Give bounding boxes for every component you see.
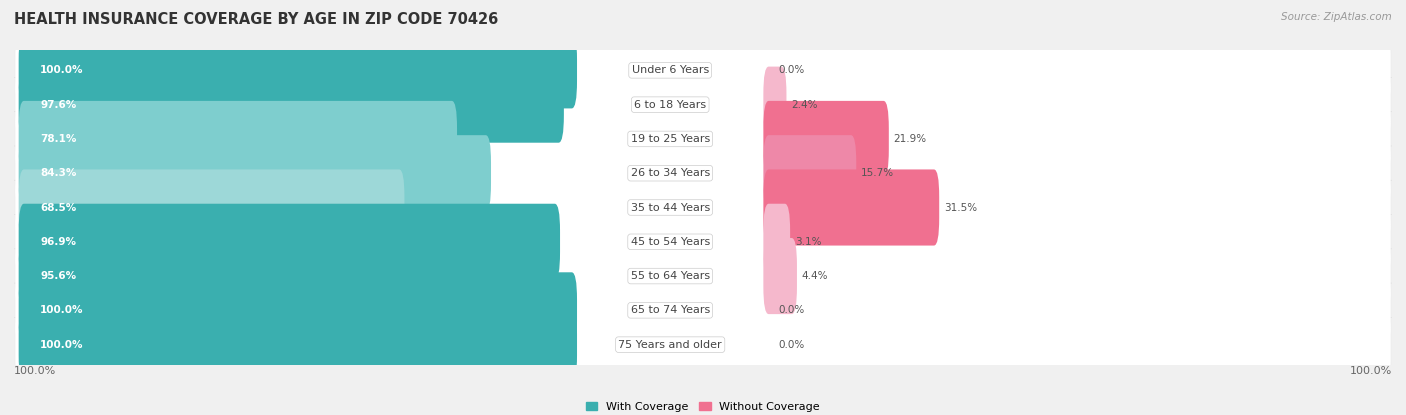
Text: 0.0%: 0.0% (779, 305, 804, 315)
FancyBboxPatch shape (15, 250, 1391, 303)
Text: 100.0%: 100.0% (14, 366, 56, 376)
FancyBboxPatch shape (13, 112, 1393, 166)
Text: 55 to 64 Years: 55 to 64 Years (631, 271, 710, 281)
Text: 3.1%: 3.1% (794, 237, 821, 247)
FancyBboxPatch shape (13, 249, 1393, 303)
FancyBboxPatch shape (13, 77, 1393, 132)
Text: 65 to 74 Years: 65 to 74 Years (630, 305, 710, 315)
Text: 96.9%: 96.9% (41, 237, 76, 247)
FancyBboxPatch shape (763, 169, 939, 246)
Text: 26 to 34 Years: 26 to 34 Years (630, 168, 710, 178)
FancyBboxPatch shape (18, 32, 576, 108)
Text: 15.7%: 15.7% (860, 168, 894, 178)
FancyBboxPatch shape (18, 135, 491, 211)
Text: 100.0%: 100.0% (1350, 366, 1392, 376)
Text: 6 to 18 Years: 6 to 18 Years (634, 100, 706, 110)
Text: 78.1%: 78.1% (41, 134, 77, 144)
FancyBboxPatch shape (18, 204, 560, 280)
FancyBboxPatch shape (18, 101, 457, 177)
Text: 45 to 54 Years: 45 to 54 Years (630, 237, 710, 247)
Text: 75 Years and older: 75 Years and older (619, 339, 723, 349)
FancyBboxPatch shape (15, 181, 1391, 234)
FancyBboxPatch shape (15, 284, 1391, 337)
FancyBboxPatch shape (13, 43, 1393, 98)
Text: 21.9%: 21.9% (893, 134, 927, 144)
FancyBboxPatch shape (763, 238, 797, 314)
Text: 97.6%: 97.6% (41, 100, 76, 110)
Text: 0.0%: 0.0% (779, 66, 804, 76)
FancyBboxPatch shape (15, 318, 1391, 371)
FancyBboxPatch shape (15, 112, 1391, 165)
FancyBboxPatch shape (18, 272, 576, 349)
Text: 2.4%: 2.4% (792, 100, 817, 110)
FancyBboxPatch shape (13, 283, 1393, 338)
Text: 4.4%: 4.4% (801, 271, 828, 281)
FancyBboxPatch shape (15, 215, 1391, 268)
FancyBboxPatch shape (13, 146, 1393, 200)
FancyBboxPatch shape (15, 44, 1391, 97)
Text: 100.0%: 100.0% (41, 339, 84, 349)
FancyBboxPatch shape (13, 180, 1393, 235)
Text: 100.0%: 100.0% (41, 66, 84, 76)
Text: 19 to 25 Years: 19 to 25 Years (630, 134, 710, 144)
FancyBboxPatch shape (763, 101, 889, 177)
Text: 68.5%: 68.5% (41, 203, 76, 212)
FancyBboxPatch shape (763, 66, 786, 143)
FancyBboxPatch shape (18, 66, 564, 143)
Text: 95.6%: 95.6% (41, 271, 76, 281)
Text: Under 6 Years: Under 6 Years (631, 66, 709, 76)
Legend: With Coverage, Without Coverage: With Coverage, Without Coverage (582, 398, 824, 415)
FancyBboxPatch shape (15, 78, 1391, 131)
FancyBboxPatch shape (13, 317, 1393, 372)
FancyBboxPatch shape (18, 238, 553, 314)
Text: Source: ZipAtlas.com: Source: ZipAtlas.com (1281, 12, 1392, 22)
Text: 0.0%: 0.0% (779, 339, 804, 349)
FancyBboxPatch shape (763, 204, 790, 280)
FancyBboxPatch shape (18, 169, 405, 246)
Text: 84.3%: 84.3% (41, 168, 77, 178)
FancyBboxPatch shape (13, 215, 1393, 269)
Text: 100.0%: 100.0% (41, 305, 84, 315)
FancyBboxPatch shape (15, 147, 1391, 200)
Text: 35 to 44 Years: 35 to 44 Years (630, 203, 710, 212)
FancyBboxPatch shape (763, 135, 856, 211)
Text: HEALTH INSURANCE COVERAGE BY AGE IN ZIP CODE 70426: HEALTH INSURANCE COVERAGE BY AGE IN ZIP … (14, 12, 498, 27)
FancyBboxPatch shape (18, 307, 576, 383)
Text: 31.5%: 31.5% (943, 203, 977, 212)
